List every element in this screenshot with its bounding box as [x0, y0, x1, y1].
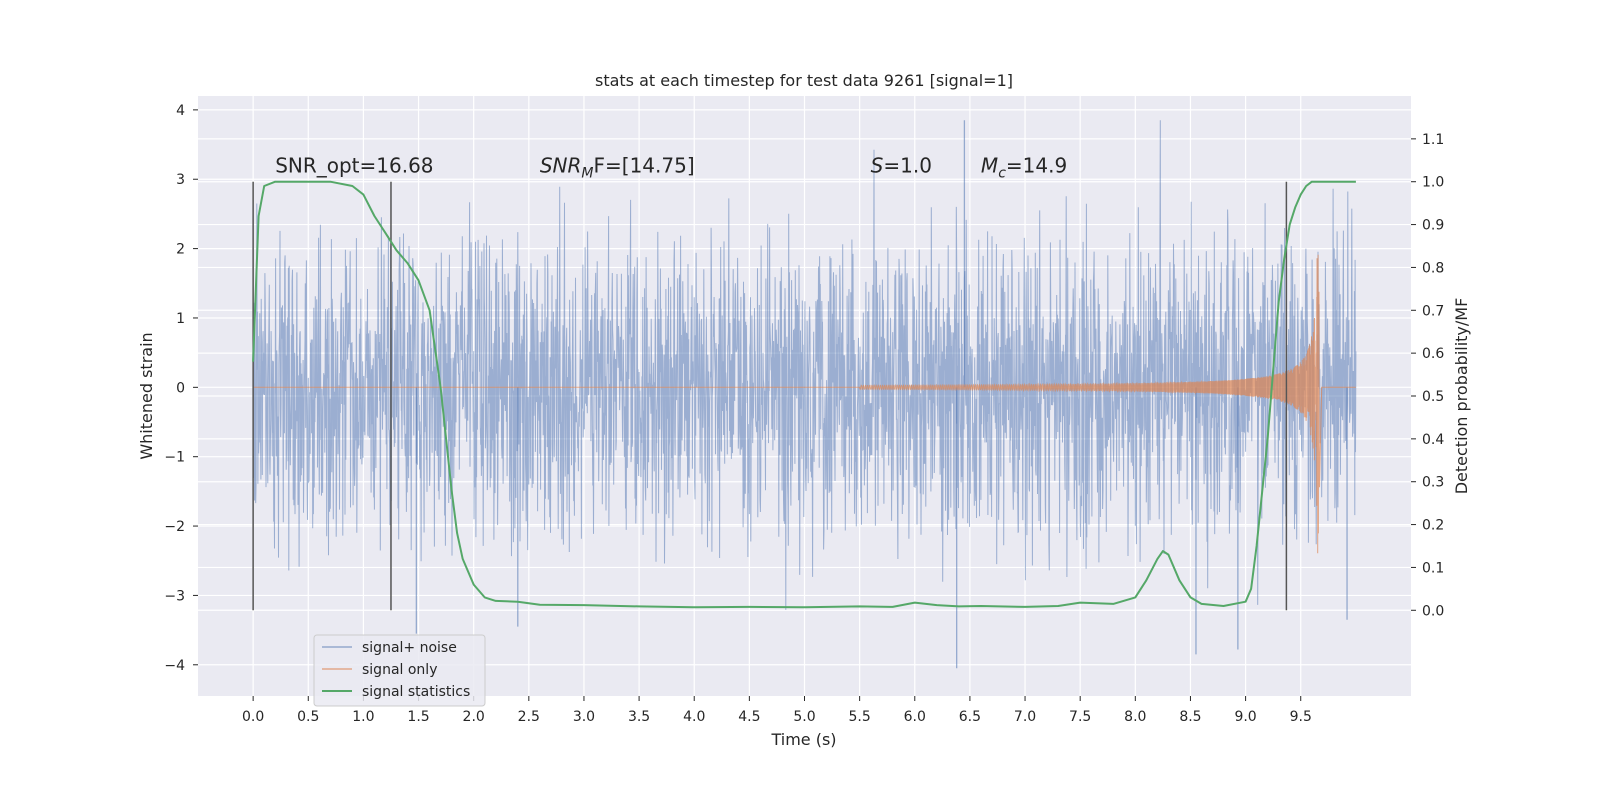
x-tick-label-17: 8.5: [1179, 709, 1201, 725]
x-axis-ticks: 0.0 0.5 1.0 1.5 2.0 2.5 3.0 3.5 4.0 4.5 5.0 5.5 6.0 6…: [242, 696, 1312, 725]
x-tick-label-0: 0.0: [242, 709, 264, 725]
x-tick-label-18: 9.0: [1234, 709, 1256, 725]
x-tick-label-12: 6.0: [904, 709, 926, 725]
x-tick-label-13: 6.5: [959, 709, 981, 725]
x-tick-label-3: 1.5: [407, 709, 429, 725]
yr-tick-label-4: 0.4: [1422, 432, 1444, 448]
legend: signal+ noise signal only signal statist…: [313, 634, 486, 707]
yl-tick-label-0: −4: [164, 658, 185, 674]
yr-tick-label-7: 0.7: [1422, 303, 1444, 319]
x-tick-label-10: 5.0: [793, 709, 815, 725]
vertical-markers: [252, 181, 1288, 611]
annotations: SNR_opt=16.68 SNRMF=[14.75] S=1.0 Mc=14.…: [275, 153, 1067, 181]
x-tick-label-14: 7.0: [1014, 709, 1036, 725]
yl-tick-label-1: −3: [164, 588, 185, 604]
y-axis-left-label: Whitened strain: [137, 332, 156, 459]
yr-tick-label-8: 0.8: [1422, 260, 1444, 276]
legend-box: [313, 634, 486, 707]
line-signal-plus-noise: [252, 120, 1357, 610]
series-signal-statistics: [252, 180, 1356, 609]
yr-tick-label-6: 0.6: [1422, 346, 1444, 362]
line-signal-statistics: [252, 180, 1356, 609]
x-tick-label-16: 8.0: [1124, 709, 1146, 725]
yr-tick-label-10: 1.0: [1422, 175, 1444, 191]
annotation-snr-mf: SNRMF=[14.75]: [540, 153, 695, 181]
x-tick-label-5: 2.5: [518, 709, 540, 725]
x-tick-label-19: 9.5: [1290, 709, 1312, 725]
legend-label-signal-statistics: signal statistics: [362, 684, 470, 700]
yr-tick-label-9: 0.9: [1422, 218, 1444, 234]
yl-tick-label-4: 0: [176, 380, 185, 396]
series-signal-only: [253, 254, 1356, 554]
legend-label-signal-only: signal only: [362, 662, 437, 678]
yr-tick-label-3: 0.3: [1422, 475, 1444, 491]
x-tick-label-11: 5.5: [849, 709, 871, 725]
y-axis-right-label: Detection probability/MF: [1452, 298, 1471, 495]
yr-tick-label-5: 0.5: [1422, 389, 1444, 405]
legend-label-signal-plus-noise: signal+ noise: [362, 640, 457, 656]
yr-tick-label-0: 0.0: [1422, 603, 1444, 619]
y-axis-right-ticks: 0.0 0.1 0.2 0.3 0.4 0.5 0.6 0.7 0.8 0.9 1.0 1.1: [1411, 132, 1444, 619]
annotation-mc: Mc=14.9: [981, 153, 1067, 181]
yr-tick-label-11: 1.1: [1422, 132, 1444, 148]
yl-tick-label-3: −1: [164, 450, 185, 466]
x-axis-label: Time (s): [770, 730, 836, 749]
line-signal-only: [253, 254, 1356, 554]
x-tick-label-7: 3.5: [628, 709, 650, 725]
x-tick-label-9: 4.5: [738, 709, 760, 725]
chart-title: stats at each timestep for test data 926…: [595, 71, 1013, 90]
annotation-snr-opt: SNR_opt=16.68: [275, 153, 433, 177]
x-tick-label-2: 1.0: [352, 709, 374, 725]
annotation-s: S=1.0: [871, 153, 932, 177]
y-axis-left-ticks: −4 −3 −2 −1 0 1 2 3 4: [164, 103, 198, 674]
yl-tick-label-6: 2: [176, 242, 185, 258]
x-tick-label-15: 7.5: [1069, 709, 1091, 725]
x-tick-label-6: 3.0: [573, 709, 595, 725]
x-tick-label-4: 2.0: [463, 709, 485, 725]
yr-tick-label-1: 0.1: [1422, 560, 1444, 576]
yr-tick-label-2: 0.2: [1422, 518, 1444, 534]
yl-tick-label-5: 1: [176, 311, 185, 327]
yl-tick-label-7: 3: [176, 172, 185, 188]
yl-tick-label-2: −2: [164, 519, 185, 535]
x-tick-label-1: 0.5: [297, 709, 319, 725]
x-tick-label-8: 4.0: [683, 709, 705, 725]
series-signal-plus-noise: [252, 120, 1357, 669]
yl-tick-label-8: 4: [176, 103, 185, 119]
